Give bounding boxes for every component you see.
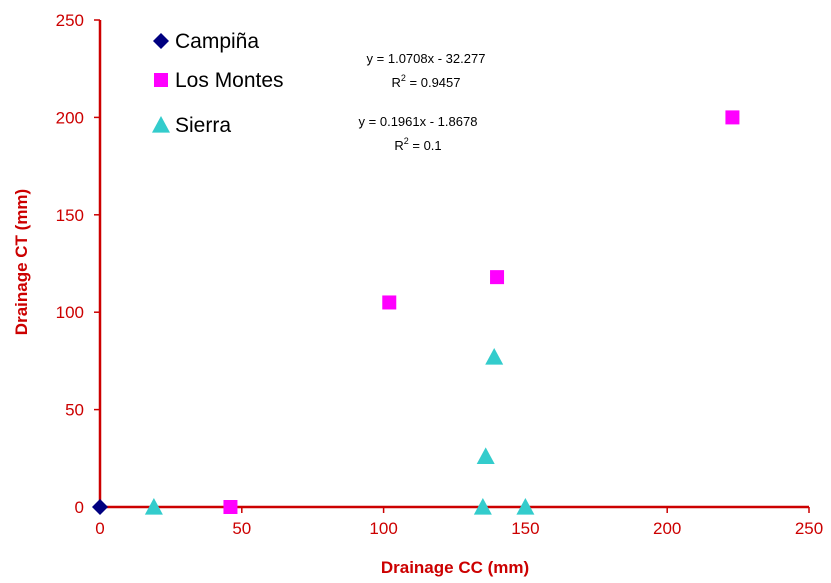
data-point-square — [382, 295, 397, 310]
y-tick-label: 250 — [56, 11, 84, 30]
data-point-triangle — [476, 447, 495, 465]
data-point-triangle — [473, 498, 492, 515]
ticks: 0 50 100 150 200 250 0 50 100 150 200 250 — [56, 11, 824, 538]
data-point-triangle — [516, 498, 535, 515]
y-tick-label: 50 — [65, 401, 84, 420]
trendline-equation: y = 1.0708x - 32.277 — [367, 51, 486, 66]
r-squared-label: R2 = 0.9457 — [392, 73, 461, 90]
legend-label: Sierra — [175, 114, 231, 137]
x-tick-label: 200 — [653, 519, 681, 538]
x-tick-label: 150 — [511, 519, 539, 538]
r-squared-value: = 0.1 — [409, 138, 442, 153]
legend: Campiña Los Montes Sierra — [152, 30, 284, 137]
legend-marker-triangle — [152, 116, 170, 133]
x-axis-title: Drainage CC (mm) — [381, 558, 529, 577]
legend-marker-diamond — [153, 33, 169, 49]
data-point-diamond — [92, 499, 108, 515]
y-tick-label: 200 — [56, 108, 84, 127]
y-tick-label: 100 — [56, 303, 84, 322]
y-axis-title: Drainage CT (mm) — [12, 189, 31, 335]
x-tick-label: 0 — [95, 519, 104, 538]
y-tick-label: 150 — [56, 206, 84, 225]
data-point-square — [223, 500, 238, 514]
data-point-triangle — [144, 498, 163, 515]
axes — [98, 20, 809, 509]
data-point-square — [725, 110, 740, 125]
y-tick-label: 0 — [75, 498, 84, 517]
r-squared-label: R2 = 0.1 — [394, 136, 441, 153]
legend-label: Campiña — [175, 30, 259, 53]
legend-label: Los Montes — [175, 69, 284, 92]
data-point-square — [490, 270, 505, 285]
x-tick-label: 250 — [795, 519, 823, 538]
trendline-equations: y = 1.0708x - 32.277 R2 = 0.9457 y = 0.196… — [359, 51, 486, 153]
trendline-equation: y = 0.1961x - 1.8678 — [359, 114, 478, 129]
data-marks — [92, 110, 740, 515]
x-tick-label: 100 — [369, 519, 397, 538]
x-tick-label: 50 — [232, 519, 251, 538]
r-squared-value: = 0.9457 — [406, 75, 461, 90]
legend-marker-square — [154, 73, 168, 87]
data-point-triangle — [485, 348, 504, 365]
